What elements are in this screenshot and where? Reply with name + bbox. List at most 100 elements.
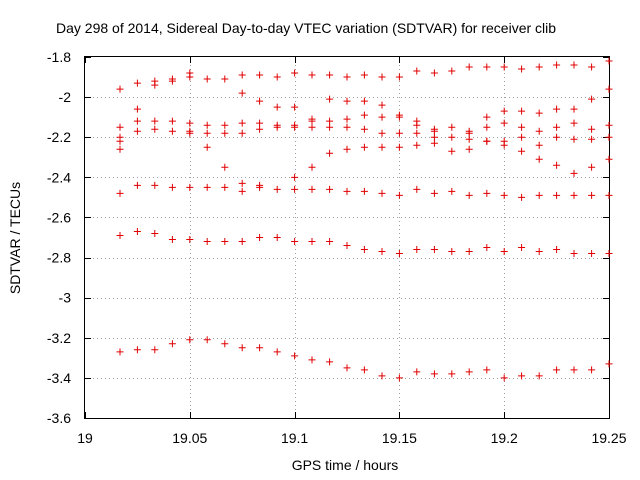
data-point — [133, 346, 141, 354]
data-point — [151, 346, 159, 354]
data-point — [465, 145, 473, 153]
chart-title: Day 298 of 2014, Sidereal Day-to-day VTE… — [56, 20, 556, 36]
data-point — [378, 129, 386, 137]
data-point — [273, 348, 281, 356]
data-point — [553, 133, 561, 141]
data-point — [553, 191, 561, 199]
data-point — [203, 336, 211, 344]
data-point — [430, 246, 438, 254]
data-point — [308, 163, 316, 171]
data-point — [133, 227, 141, 235]
y-tick-label: -1.8 — [47, 49, 71, 65]
y-tick-label: -3.6 — [47, 410, 71, 426]
data-point — [256, 97, 264, 105]
data-point — [116, 85, 124, 93]
data-point — [221, 75, 229, 83]
data-point — [483, 189, 491, 197]
data-point — [483, 137, 491, 145]
data-point — [256, 344, 264, 352]
data-point — [326, 123, 334, 131]
data-point — [448, 187, 456, 195]
data-point — [570, 250, 578, 258]
y-tick-label: -2.6 — [47, 209, 71, 225]
data-point — [308, 185, 316, 193]
data-point — [588, 125, 596, 133]
x-tick-label: 19.1 — [281, 430, 308, 446]
data-point — [483, 244, 491, 252]
data-point — [273, 103, 281, 111]
series-s1 — [116, 57, 613, 93]
series-s3 — [116, 181, 613, 201]
data-point — [605, 250, 613, 258]
data-point — [413, 67, 421, 75]
data-point — [343, 187, 351, 195]
data-point — [238, 179, 246, 187]
data-point — [256, 234, 264, 241]
data-point — [430, 133, 438, 141]
data-point — [116, 145, 124, 153]
data-point — [395, 374, 403, 382]
data-point — [378, 73, 386, 81]
data-point — [360, 187, 368, 195]
data-point — [308, 356, 316, 364]
data-point — [291, 173, 299, 181]
data-point — [116, 137, 124, 145]
x-tick-label: 19.2 — [491, 430, 518, 446]
data-point — [430, 370, 438, 378]
data-point — [360, 143, 368, 151]
data-point — [326, 149, 334, 157]
y-tick-label: -3.4 — [47, 370, 71, 386]
data-point — [395, 129, 403, 137]
data-point — [570, 105, 578, 113]
data-point — [448, 147, 456, 155]
data-point — [465, 63, 473, 71]
data-point — [238, 71, 246, 79]
data-point — [168, 236, 176, 244]
data-point — [273, 234, 281, 241]
data-point — [395, 73, 403, 81]
data-point — [570, 61, 578, 69]
data-point — [605, 85, 613, 93]
data-point — [168, 340, 176, 348]
data-point — [343, 364, 351, 372]
data-point — [343, 145, 351, 153]
axis-ticks — [85, 57, 610, 419]
data-point — [238, 89, 246, 97]
data-point — [500, 374, 508, 382]
x-axis-label: GPS time / hours — [292, 457, 399, 473]
data-point — [553, 123, 561, 131]
series-s8 — [116, 85, 613, 189]
data-point — [448, 67, 456, 75]
data-point — [273, 185, 281, 193]
data-point — [378, 143, 386, 151]
data-point — [553, 161, 561, 169]
data-point — [168, 75, 176, 83]
data-point — [605, 57, 613, 65]
data-point — [500, 248, 508, 256]
y-tick-label: -2.2 — [47, 129, 71, 145]
y-tick-label: -2 — [59, 89, 72, 105]
data-point — [413, 117, 421, 125]
data-point — [116, 189, 124, 197]
data-point — [256, 71, 264, 79]
series-s5 — [116, 336, 613, 382]
data-point — [133, 181, 141, 189]
data-point — [553, 61, 561, 69]
data-point — [151, 117, 159, 125]
y-tick-label: -3 — [59, 290, 72, 306]
data-point — [395, 191, 403, 199]
data-point — [203, 143, 211, 151]
data-point — [133, 127, 141, 135]
data-point — [605, 191, 613, 199]
data-point — [553, 105, 561, 113]
data-point — [430, 69, 438, 77]
data-point — [413, 129, 421, 137]
data-point — [413, 185, 421, 193]
data-point — [221, 238, 229, 246]
data-point — [203, 75, 211, 83]
data-point — [588, 163, 596, 171]
data-point — [378, 113, 386, 121]
data-point — [535, 372, 543, 380]
data-point — [395, 113, 403, 121]
